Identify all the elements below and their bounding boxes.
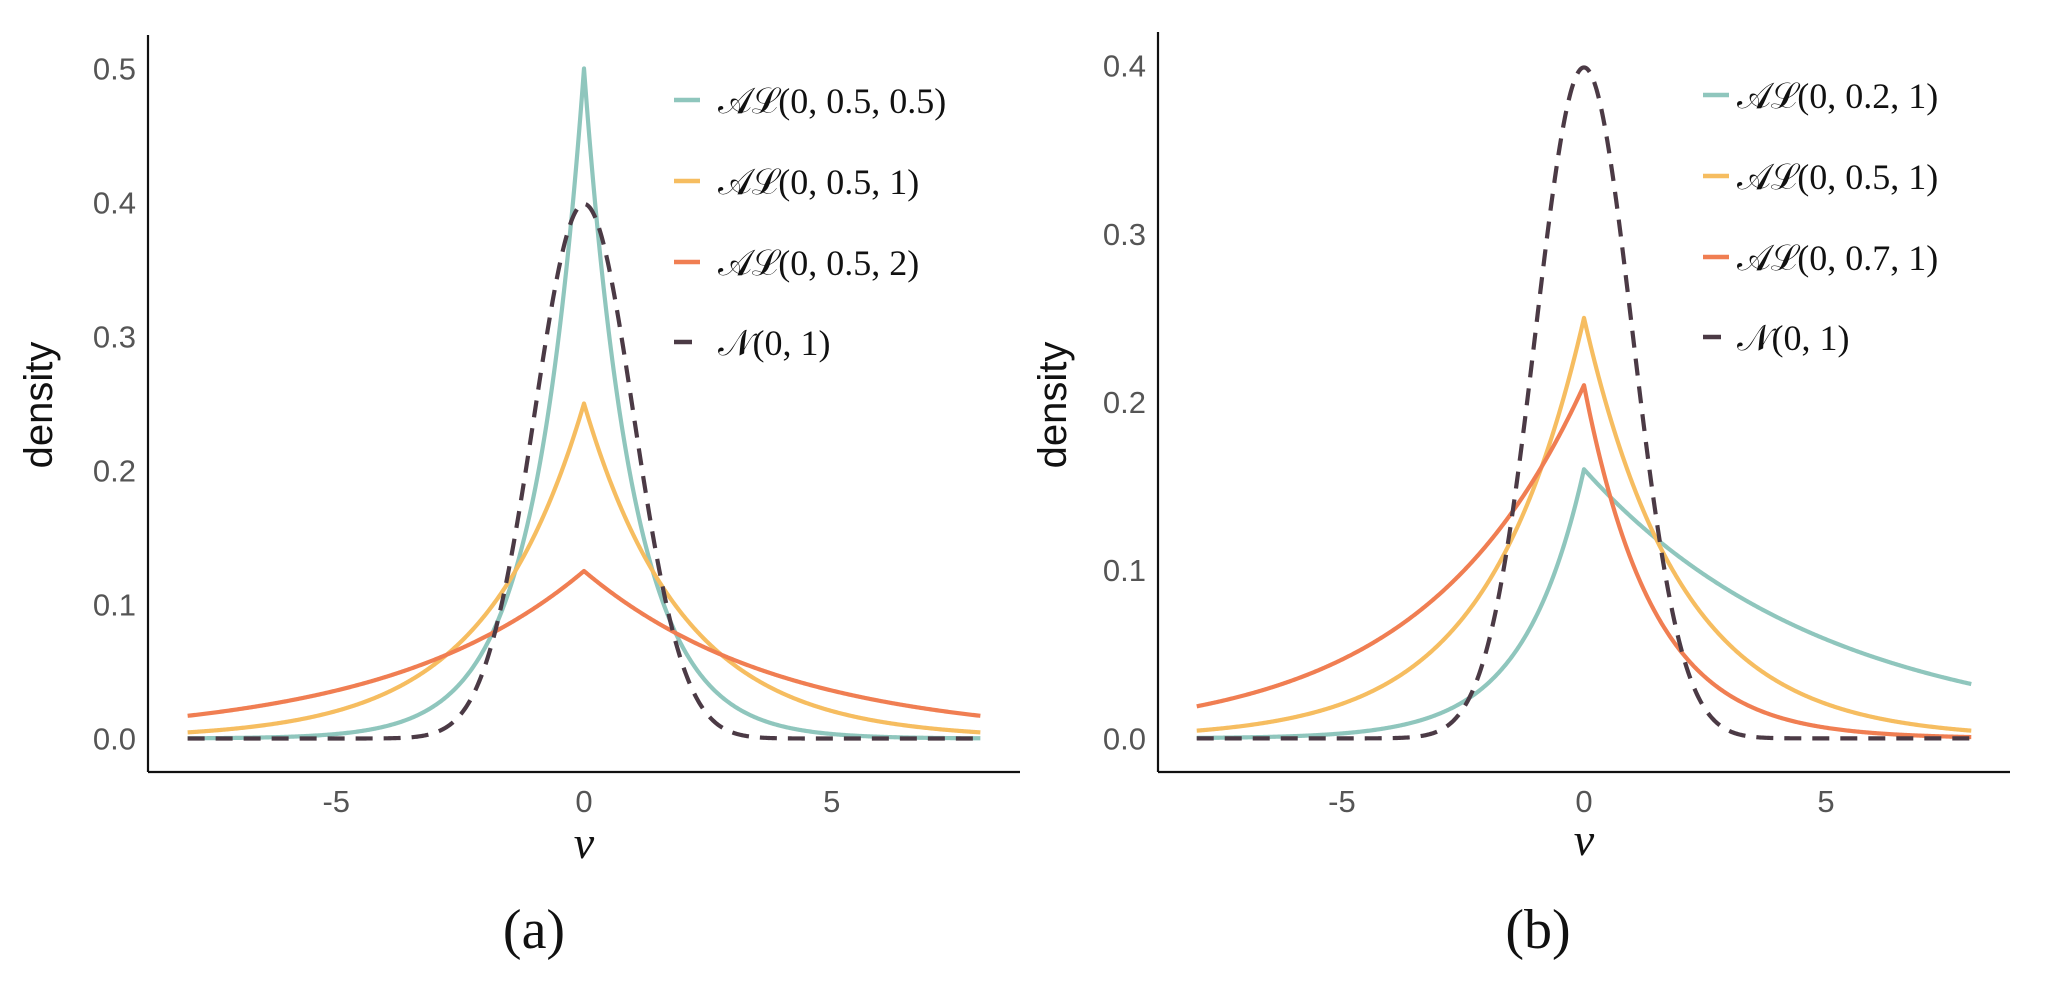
series-line-4 xyxy=(1195,65,1973,741)
x-tick-label: 5 xyxy=(1817,784,1834,819)
panel-b: 0.0 0.1 0.2 0.3 0.4 -5 0 5 density v 𝒜ℒ(0, 0.2, 1)… xyxy=(1031,32,2010,961)
x-tick-label: 0 xyxy=(1575,784,1592,819)
y-axis-label: density xyxy=(17,342,61,469)
series-line-3 xyxy=(186,568,982,718)
legend-label-3: 𝒜ℒ(0, 0.5, 2) xyxy=(718,243,919,283)
x-axis-label: v xyxy=(574,817,595,868)
series-line-3 xyxy=(1195,383,1973,740)
y-tick-label: 0.1 xyxy=(93,588,136,623)
panel-caption: (a) xyxy=(503,899,565,961)
x-axis-label: v xyxy=(1574,814,1595,865)
x-tick-label: -5 xyxy=(1328,784,1356,819)
series-line-2 xyxy=(1195,315,1973,733)
y-tick-label: 0.0 xyxy=(1103,721,1146,756)
y-tick-label: 0.3 xyxy=(1103,217,1146,252)
y-axis-label: density xyxy=(1031,342,1075,469)
legend-label-2: 𝒜ℒ(0, 0.5, 1) xyxy=(1737,157,1938,197)
y-tick-label: 0.0 xyxy=(93,722,136,757)
y-tick-label: 0.3 xyxy=(93,320,136,355)
y-tick-label: 0.4 xyxy=(1103,49,1146,84)
y-tick-label: 0.5 xyxy=(93,52,136,87)
legend-label-2: 𝒜ℒ(0, 0.5, 1) xyxy=(718,162,919,202)
legend-label-3: 𝒜ℒ(0, 0.7, 1) xyxy=(1737,238,1938,278)
legend-label-1: 𝒜ℒ(0, 0.5, 0.5) xyxy=(718,81,946,121)
y-tick-label: 0.4 xyxy=(93,186,136,221)
x-tick-label: -5 xyxy=(322,784,350,819)
y-tick-label: 0.1 xyxy=(1103,553,1146,588)
legend-label-4: 𝒩(0, 1) xyxy=(718,323,830,363)
series-line-4 xyxy=(186,201,982,741)
y-tick-label: 0.2 xyxy=(1103,385,1146,420)
panel-a: 0.0 0.1 0.2 0.3 0.4 0.5 -5 0 5 density v 𝒜ℒ(0, 0.5,… xyxy=(17,35,1020,961)
x-tick-label: 0 xyxy=(575,784,592,819)
series-line-1 xyxy=(1195,467,1973,741)
legend-label-1: 𝒜ℒ(0, 0.2, 1) xyxy=(1737,76,1938,116)
y-tick-label: 0.2 xyxy=(93,454,136,489)
panel-caption: (b) xyxy=(1505,899,1570,961)
series-line-1 xyxy=(186,66,982,741)
series-line-2 xyxy=(186,401,982,735)
x-tick-label: 5 xyxy=(823,784,840,819)
legend-label-4: 𝒩(0, 1) xyxy=(1737,318,1849,358)
